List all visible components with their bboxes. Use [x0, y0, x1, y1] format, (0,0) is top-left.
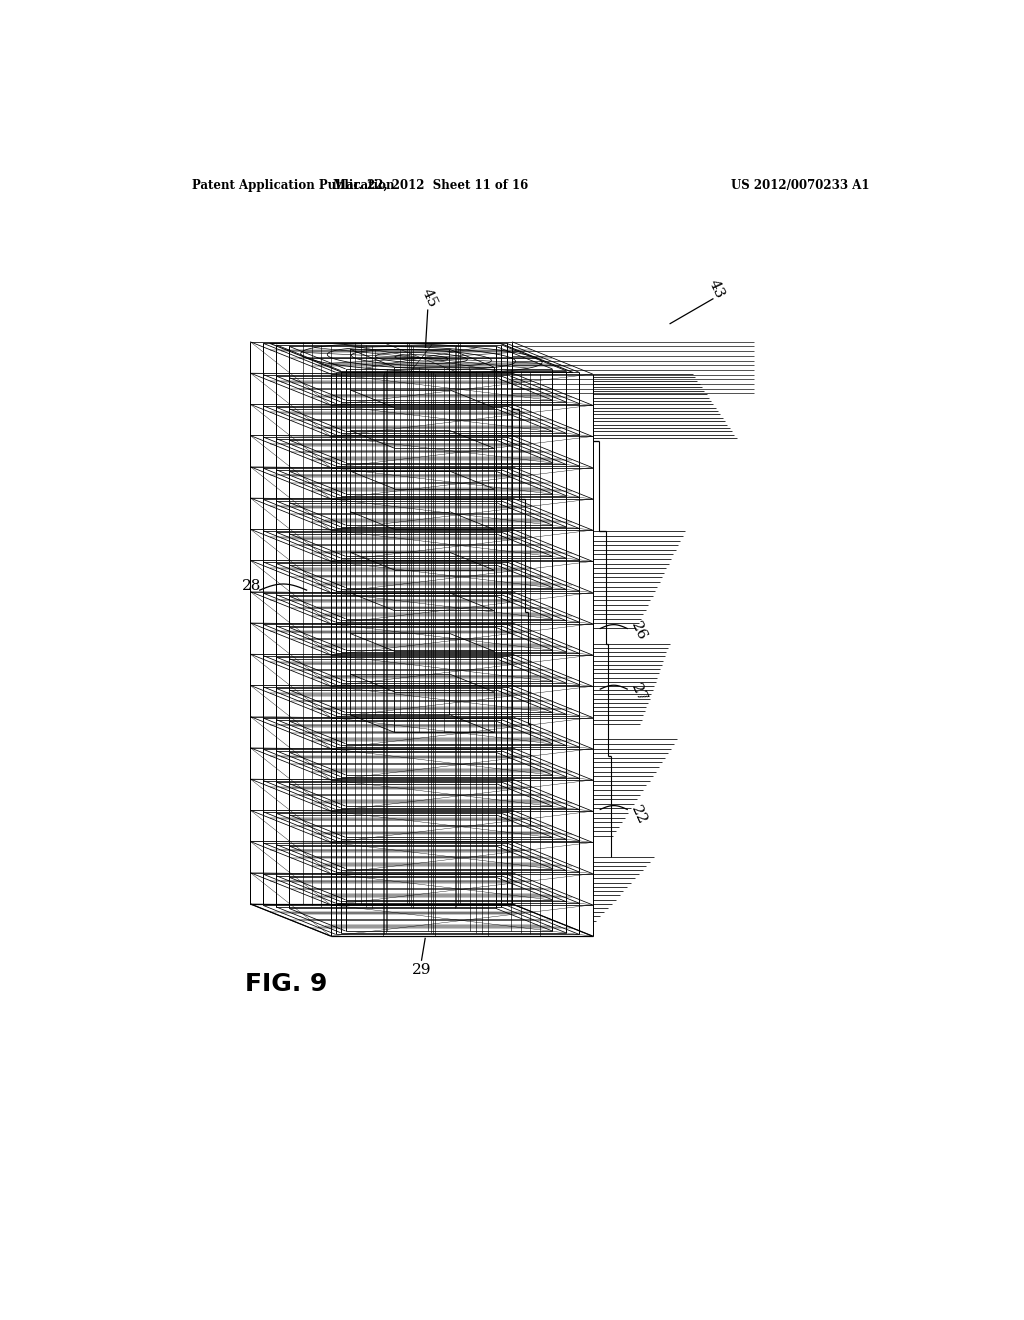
Text: 22: 22 — [629, 803, 649, 826]
Text: US 2012/0070233 A1: US 2012/0070233 A1 — [731, 178, 869, 191]
Text: FIG. 9: FIG. 9 — [245, 972, 327, 995]
Text: 29: 29 — [412, 964, 431, 977]
Text: 28: 28 — [243, 579, 262, 593]
Text: 43: 43 — [706, 277, 726, 301]
Text: Patent Application Publication: Patent Application Publication — [193, 178, 394, 191]
Text: 26: 26 — [629, 619, 649, 643]
Text: 27: 27 — [629, 681, 649, 705]
Text: 45: 45 — [419, 286, 439, 310]
Text: Mar. 22, 2012  Sheet 11 of 16: Mar. 22, 2012 Sheet 11 of 16 — [333, 178, 528, 191]
